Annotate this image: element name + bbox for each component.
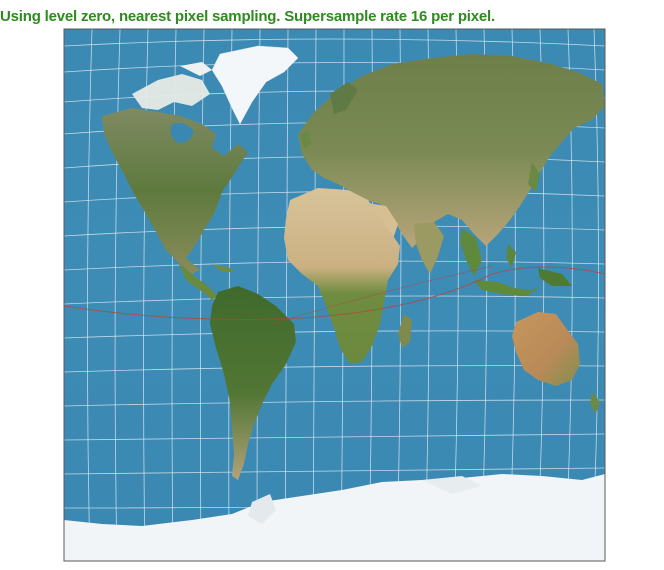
madagascar [398,314,412,348]
greenland [211,45,299,125]
antarctica [64,474,605,561]
north-america [102,108,248,274]
southeast-asia [460,228,482,276]
page-caption: Using level zero, nearest pixel sampling… [0,8,495,25]
world-map-svg [63,28,606,562]
ice-shelf [422,476,482,494]
new-guinea [538,268,572,286]
central-america [178,262,218,300]
caribbean-islands [212,264,236,272]
tropic-lines [63,266,606,320]
eurasia [298,54,605,248]
africa [284,188,400,364]
australia [512,312,580,386]
scandinavia [330,82,358,114]
south-america [210,286,296,480]
india [414,222,444,274]
hudson-bay [170,123,194,143]
canadian-arctic-islands [132,74,210,110]
japan [528,162,540,192]
indonesia [474,280,542,296]
map-border [63,28,606,562]
philippines [506,244,516,268]
new-zealand [590,392,600,414]
world-map [62,24,608,564]
equator-line [271,265,493,325]
antarctic-peninsula [248,494,276,524]
arctic-island [180,62,212,76]
british-isles [300,130,312,148]
